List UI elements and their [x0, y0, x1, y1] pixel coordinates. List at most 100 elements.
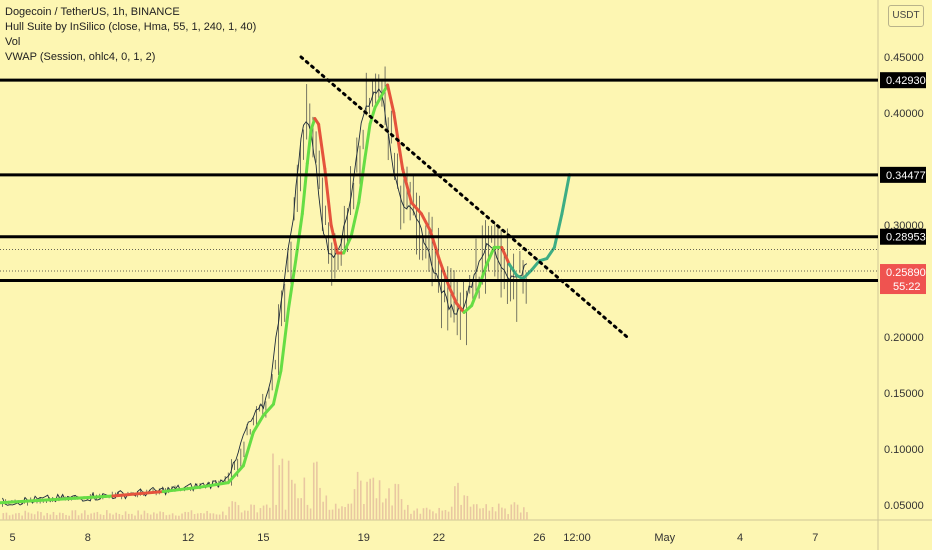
- current-price-tag-bg: [880, 264, 926, 295]
- hull-segment: [552, 212, 564, 249]
- volume-bar: [30, 513, 33, 520]
- volume-bar: [510, 504, 513, 520]
- volume-bar: [432, 511, 434, 520]
- volume-bar: [488, 510, 491, 520]
- volume-bar: [444, 509, 447, 520]
- volume-bar: [347, 503, 350, 520]
- vwap-line: [2, 88, 528, 506]
- volume-bar: [2, 513, 5, 520]
- legend-volume-indicator[interactable]: Vol: [5, 36, 21, 48]
- volume-bar: [372, 477, 375, 520]
- bar-countdown-label: 55:22: [893, 281, 921, 293]
- volume-bar: [237, 505, 240, 520]
- volume-bar: [300, 498, 303, 520]
- x-tick-label: 4: [737, 532, 743, 544]
- volume-bar: [134, 515, 136, 520]
- x-tick-label: May: [654, 532, 675, 544]
- volume-bar: [262, 505, 265, 520]
- volume-bar: [187, 512, 190, 520]
- volume-bar: [46, 513, 49, 520]
- volume-bar: [143, 510, 146, 520]
- volume-bar: [281, 458, 284, 520]
- volume-bar: [77, 515, 80, 520]
- hull-segment: [530, 259, 541, 272]
- level-price-tag-bg: [880, 228, 926, 245]
- volume-bar: [149, 514, 152, 520]
- hull-segment: [300, 161, 309, 216]
- volume-bar: [140, 514, 143, 520]
- volume-bar: [250, 504, 252, 520]
- hull-segment: [36, 496, 77, 503]
- volume-bar: [378, 480, 381, 520]
- level-price-tag-label: 0.42930: [886, 75, 926, 87]
- x-tick-label: 15: [257, 532, 269, 544]
- volume-bar: [479, 508, 481, 520]
- volume-bar: [55, 515, 58, 520]
- x-tick-label: 8: [85, 532, 91, 544]
- volume-bar: [65, 514, 67, 520]
- legend-symbol-title[interactable]: Dogecoin / TetherUS, 1h, BINANCE: [5, 6, 180, 18]
- legend-hull-indicator[interactable]: Hull Suite by InSilico (close, Hma, 55, …: [5, 21, 257, 33]
- hull-segment: [470, 285, 481, 308]
- legend-vwap-indicator[interactable]: VWAP (Session, ohlc4, 0, 1, 2): [5, 51, 156, 63]
- volume-bar: [215, 514, 218, 520]
- volume-bar: [203, 513, 205, 520]
- volume-bar: [353, 489, 356, 520]
- volume-bar: [485, 504, 488, 520]
- hull-segment: [545, 245, 556, 261]
- x-tick-label: 26: [533, 532, 545, 544]
- volume-bar: [209, 513, 212, 520]
- volume-bar: [243, 510, 246, 520]
- currency-button[interactable]: USDT: [888, 5, 924, 27]
- volume-bar: [331, 509, 334, 520]
- volume-bar: [272, 453, 274, 520]
- volume-bar: [27, 512, 30, 520]
- volume-bar: [460, 504, 462, 520]
- hull-segment: [409, 201, 423, 216]
- volume-bar: [334, 503, 337, 520]
- volume-bar: [407, 504, 409, 520]
- volume-bar: [287, 460, 290, 520]
- x-tick-label: 7: [812, 532, 818, 544]
- volume-bar: [105, 510, 108, 520]
- volume-bar: [501, 507, 503, 520]
- volume-bar: [309, 508, 312, 520]
- volume-bar: [222, 511, 224, 520]
- level-price-tag: 0.28953: [880, 228, 926, 245]
- hull-segment: [0, 499, 40, 505]
- volume-bar: [228, 506, 230, 520]
- volume-bar: [58, 512, 61, 520]
- volume-bar: [513, 502, 516, 520]
- hull-segment: [241, 430, 255, 468]
- hull-segment: [373, 94, 383, 109]
- volume-bar: [497, 503, 500, 520]
- volume-bar: [137, 510, 139, 520]
- volume-bar: [507, 514, 509, 520]
- hull-segment: [357, 156, 367, 205]
- chart-legend: Dogecoin / TetherUS, 1h, BINANCE Hull Su…: [5, 5, 256, 65]
- level-price-tag: 0.42930: [880, 72, 926, 89]
- volume-bar: [413, 510, 415, 520]
- volume-bar: [306, 504, 309, 520]
- volume-bar: [278, 465, 281, 520]
- volume-bar: [275, 504, 277, 520]
- volume-bar: [162, 512, 165, 520]
- volume-bar: [469, 506, 472, 520]
- level-price-tag-bg: [880, 72, 926, 89]
- volume-bar: [397, 484, 400, 520]
- volume-bar: [303, 477, 306, 520]
- hull-segment: [368, 105, 377, 126]
- volume-bar: [441, 510, 444, 520]
- volume-bar: [153, 512, 155, 520]
- volume-bar: [419, 513, 422, 520]
- volume-bar: [391, 505, 393, 520]
- volume-bar: [112, 514, 114, 520]
- volume-bar: [476, 504, 478, 520]
- volume-bar: [156, 513, 158, 520]
- volume-bar: [184, 511, 186, 520]
- y-tick-label: 0.05000: [884, 500, 924, 512]
- volume-bar: [316, 461, 318, 520]
- volume-bar: [322, 501, 324, 520]
